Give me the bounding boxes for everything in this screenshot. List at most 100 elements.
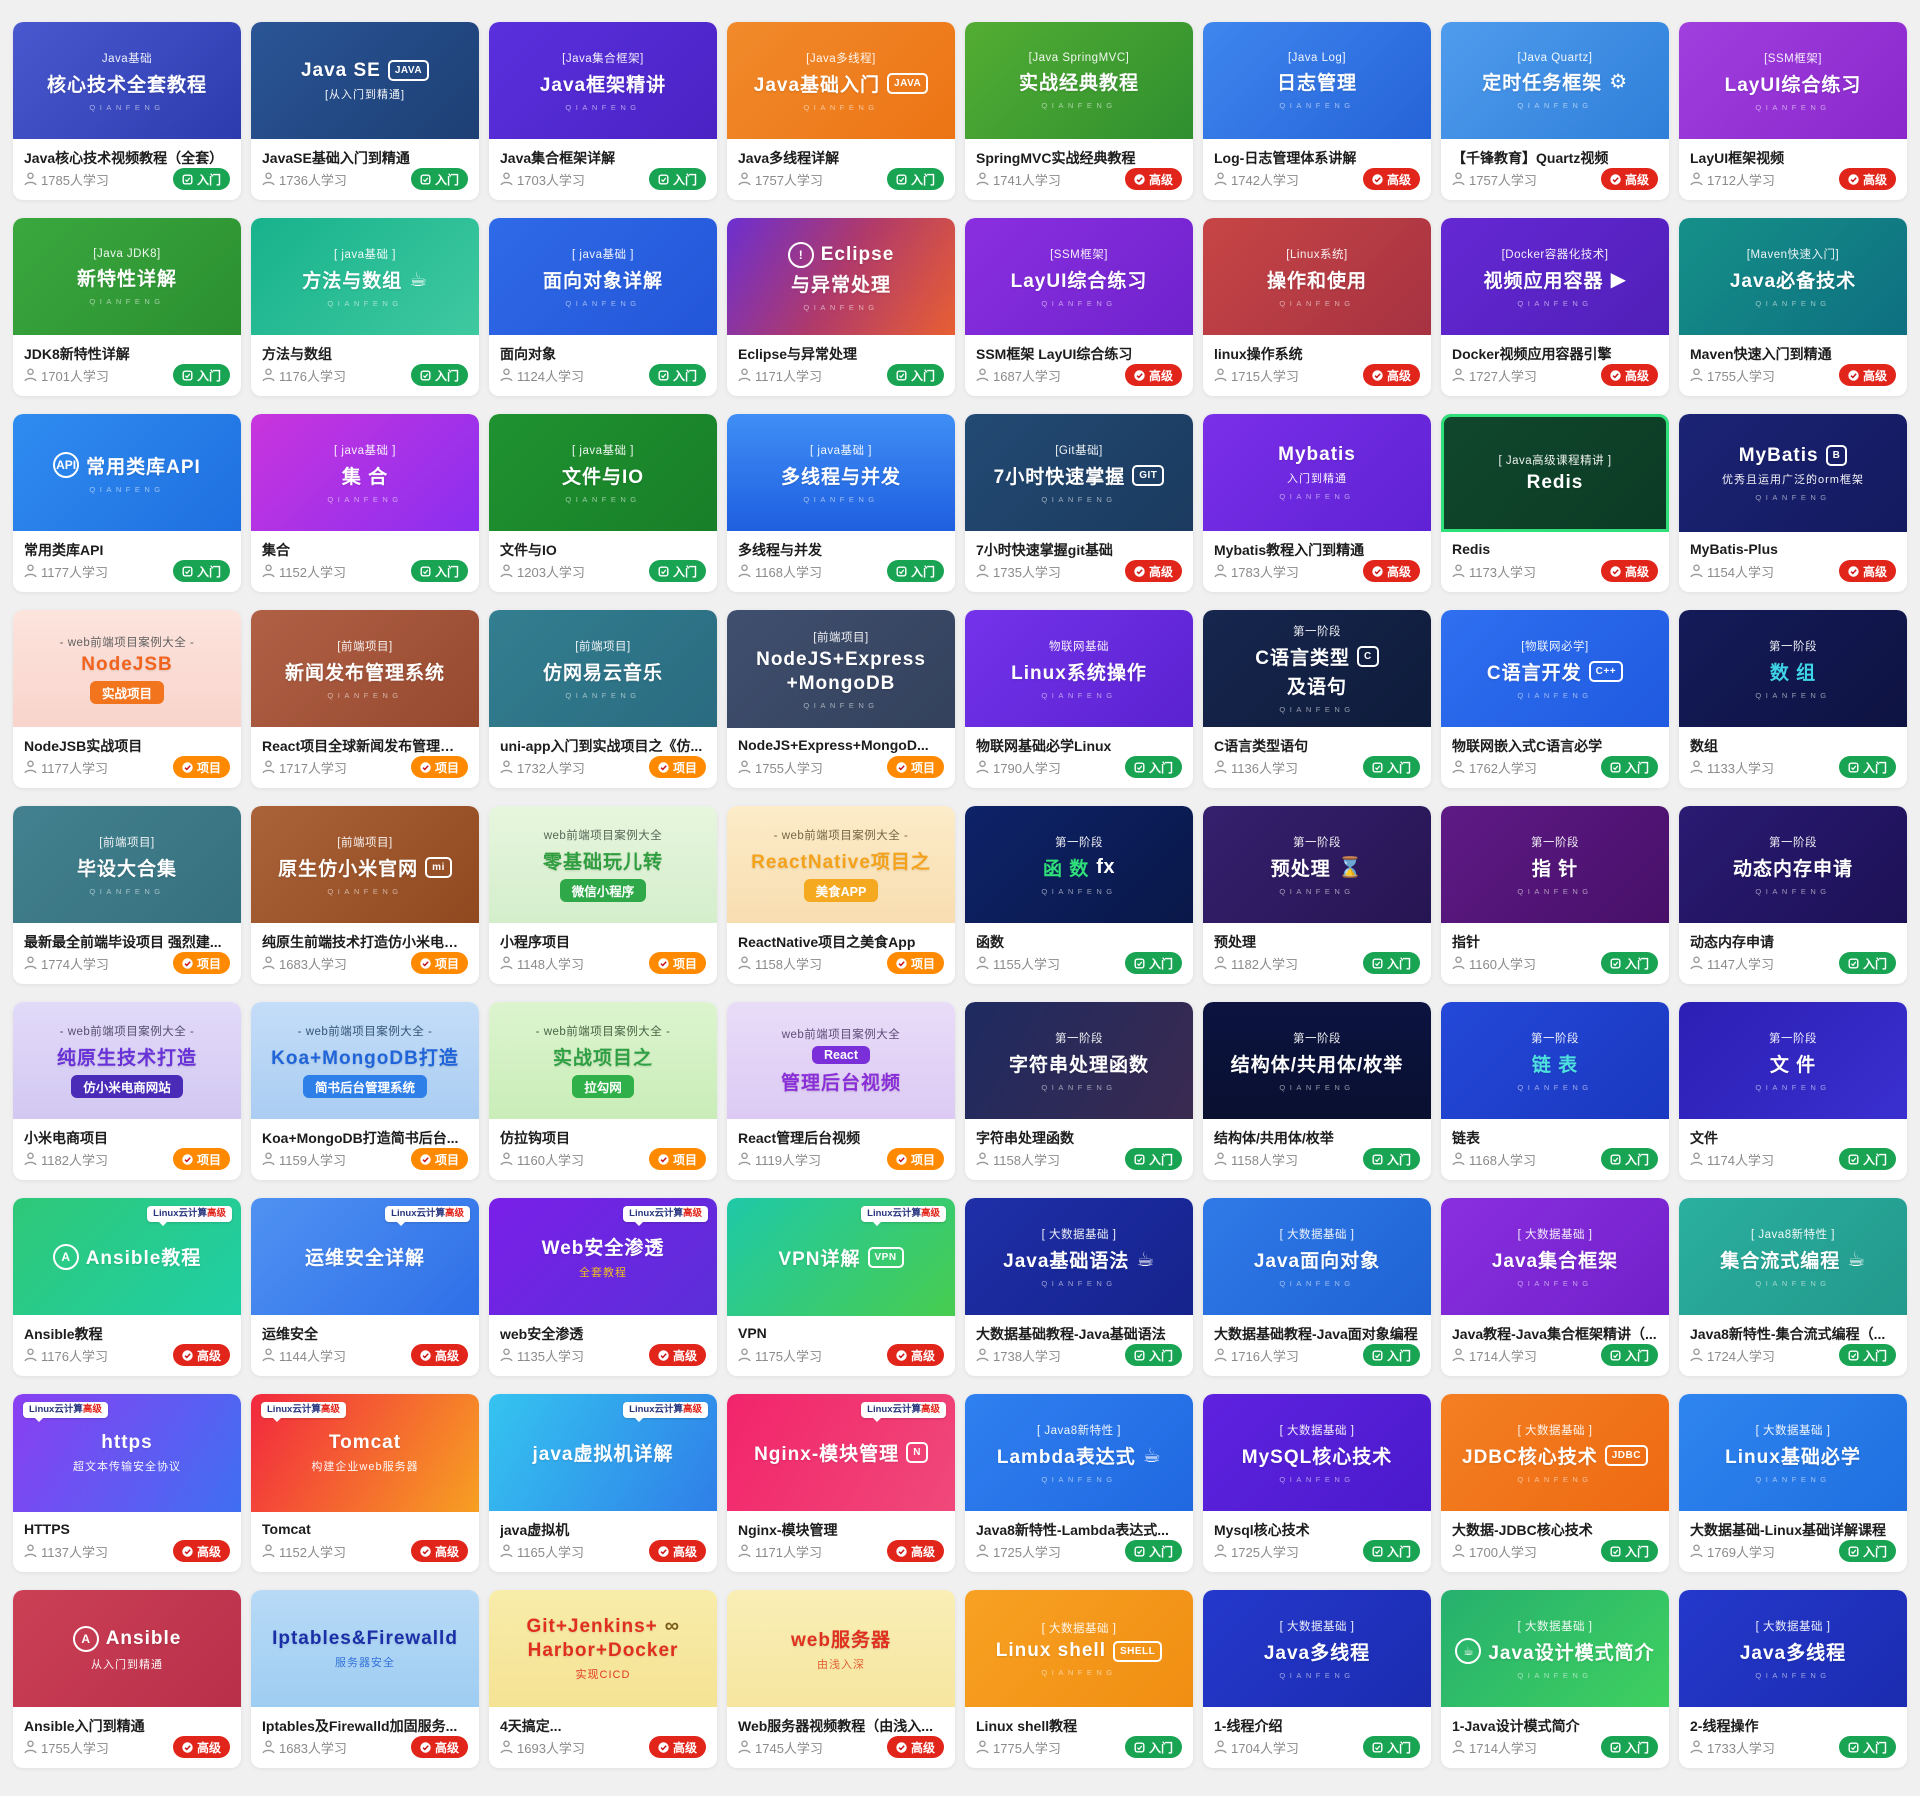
course-card[interactable]: Iptables&Firewalld 服务器安全 Iptables及Firewa… xyxy=(251,1590,479,1768)
course-card[interactable]: Linux云计算高级 A Ansible教程 Ansible教程 1176人学习 xyxy=(13,1198,241,1376)
course-card[interactable]: Mybatis 入门到精通 QIANFENG Mybatis教程入门到精通 17… xyxy=(1203,414,1431,592)
course-card[interactable]: 第一阶段 指 针 QIANFENG 指针 1160人学习 xyxy=(1441,806,1669,984)
thumbnail-title: 实战项目之 xyxy=(552,1048,653,1069)
course-title: 大数据基础教程-Java基础语法 xyxy=(976,1326,1166,1342)
course-card[interactable]: 物联网基础 Linux系统操作 QIANFENG 物联网基础必学Linux 17… xyxy=(965,610,1193,788)
thumbnail-title: 文 件 xyxy=(1769,1054,1817,1076)
course-card[interactable]: [前端项目] NodeJS+Express +MongoDB QIANFENG … xyxy=(727,610,955,788)
course-card[interactable]: [前端项目] 新闻发布管理系统 QIANFENG React项目全球新闻发布管理… xyxy=(251,610,479,788)
course-card[interactable]: [ 大数据基础 ] Java多线程 QIANFENG 2-线程操作 1733人学… xyxy=(1679,1590,1907,1768)
user-icon xyxy=(1452,760,1465,774)
user-icon xyxy=(1452,1740,1465,1754)
course-card[interactable]: [ 大数据基础 ] Linux shell SHELL QIANFENG Lin… xyxy=(965,1590,1193,1768)
level-badge: 入门 xyxy=(1124,1736,1182,1758)
course-card[interactable]: 第一阶段 预处理 ⌛ QIANFENG 预处理 1182人学习 xyxy=(1203,806,1431,984)
thumbnail-pill: 简书后台管理系统 xyxy=(302,1075,427,1098)
course-card[interactable]: 第一阶段 结构体/共用体/枚举 QIANFENG 结构体/共用体/枚举 1158… xyxy=(1203,1002,1431,1180)
course-card[interactable]: 第一阶段 字符串处理函数 QIANFENG 字符串处理函数 1158人学习 xyxy=(965,1002,1193,1180)
course-card[interactable]: [Java Log] 日志管理 QIANFENG Log-日志管理体系讲解 17… xyxy=(1203,22,1431,200)
course-card[interactable]: [ 大数据基础 ] Java面向对象 QIANFENG 大数据基础教程-Java… xyxy=(1203,1198,1431,1376)
course-card[interactable]: - web前端项目案例大全 - NodeJSB 实战项目 NodeJSB实战项目… xyxy=(13,610,241,788)
course-card[interactable]: - web前端项目案例大全 - 实战项目之 拉勾网 仿拉钩项目 1160人学习 xyxy=(489,1002,717,1180)
course-card[interactable]: Linux云计算高级 https 超文本传输安全协议 HTTPS 1137人学习 xyxy=(13,1394,241,1572)
course-thumbnail: Java基础 核心技术全套教程 QIANFENG xyxy=(13,22,241,139)
course-card[interactable]: [ java基础 ] 集 合 QIANFENG 集合 1152人学习 xyxy=(251,414,479,592)
course-card[interactable]: [ 大数据基础 ] MySQL核心技术 QIANFENG Mysql核心技术 1… xyxy=(1203,1394,1431,1572)
course-card[interactable]: [ 大数据基础 ] JDBC核心技术 JDBC QIANFENG 大数据-JDB… xyxy=(1441,1394,1669,1572)
course-card[interactable]: [Java JDK8] 新特性详解 QIANFENG JDK8新特性详解 170… xyxy=(13,218,241,396)
course-meta: 1203人学习 入门 xyxy=(500,560,706,582)
course-card[interactable]: [ java基础 ] 面向对象详解 QIANFENG 面向对象 1124人学习 xyxy=(489,218,717,396)
thumbnail-box-icon: JDBC xyxy=(1604,1444,1648,1466)
course-card[interactable]: [Java集合框架] Java框架精讲 QIANFENG Java集合框架详解 … xyxy=(489,22,717,200)
course-card[interactable]: [前端项目] 仿网易云音乐 QIANFENG uni-app入门到实战项目之《仿… xyxy=(489,610,717,788)
seal-check-icon xyxy=(420,761,431,773)
course-card[interactable]: [ 大数据基础 ] Linux基础必学 QIANFENG 大数据基础-Linux… xyxy=(1679,1394,1907,1572)
course-card[interactable]: 第一阶段 函 数 fx QIANFENG 函数 1155人学习 xyxy=(965,806,1193,984)
course-title: 大数据-JDBC核心技术 xyxy=(1452,1522,1593,1538)
book-icon xyxy=(1610,762,1621,773)
course-card[interactable]: [前端项目] 毕设大合集 QIANFENG 最新最全前端毕设项目 强烈建... … xyxy=(13,806,241,984)
level-badge-label: 入门 xyxy=(1386,760,1411,775)
course-meta: 1158人学习 入门 xyxy=(976,1148,1182,1170)
course-thumbnail: [ java基础 ] 集 合 QIANFENG xyxy=(251,414,479,531)
course-card[interactable]: [Java Quartz] 定时任务框架 ⚙ QIANFENG 【千锋教育】Qu… xyxy=(1441,22,1669,200)
course-card[interactable]: Git+Jenkins+ ∞ Harbor+Docker 实现CICD 4天搞定… xyxy=(489,1590,717,1768)
course-card[interactable]: Linux云计算高级 Tomcat 构建企业web服务器 Tomcat 1152… xyxy=(251,1394,479,1572)
course-card[interactable]: [Git基础] 7小时快速掌握 GIT QIANFENG 7小时快速掌握git基… xyxy=(965,414,1193,592)
course-card[interactable]: 第一阶段 动态内存申请 QIANFENG 动态内存申请 1147人学习 xyxy=(1679,806,1907,984)
course-info: 方法与数组 1176人学习 入门 xyxy=(251,335,479,396)
course-card[interactable]: [Maven快速入门] Java必备技术 QIANFENG Maven快速入门到… xyxy=(1679,218,1907,396)
course-card[interactable]: [Docker容器化技术] 视频应用容器 ▶ QIANFENG Docker视频… xyxy=(1441,218,1669,396)
level-badge: 入门 xyxy=(1600,1148,1658,1170)
course-card[interactable]: [ java基础 ] 文件与IO QIANFENG 文件与IO 1203人学习 xyxy=(489,414,717,592)
course-card[interactable]: Linux云计算高级 VPN详解 VPN VPN 1175人学习 xyxy=(727,1198,955,1376)
qianfeng-watermark: QIANFENG xyxy=(89,296,165,306)
course-card[interactable]: [ 大数据基础 ] Java集合框架 QIANFENG Java教程-Java集… xyxy=(1441,1198,1669,1376)
course-card[interactable]: Linux云计算高级 运维安全详解 运维安全 1144人学习 xyxy=(251,1198,479,1376)
course-card[interactable]: web前端项目案例大全 零基础玩儿转 微信小程序 小程序项目 1148人学习 xyxy=(489,806,717,984)
course-card[interactable]: [ Java8新特性 ] Lambda表达式 ☕ QIANFENG Java8新… xyxy=(965,1394,1193,1572)
user-icon xyxy=(1690,1152,1703,1166)
course-info: 预处理 1182人学习 入门 xyxy=(1203,923,1431,984)
course-card[interactable]: MyBatis B 优秀且运用广泛的orm框架 QIANFENG MyBatis… xyxy=(1679,414,1907,592)
course-card[interactable]: [Java SpringMVC] 实战经典教程 QIANFENG SpringM… xyxy=(965,22,1193,200)
course-card[interactable]: 第一阶段 数 组 QIANFENG 数组 1133人学习 xyxy=(1679,610,1907,788)
course-card[interactable]: [ 大数据基础 ] Java基础语法 ☕ QIANFENG 大数据基础教程-Ja… xyxy=(965,1198,1193,1376)
course-card[interactable]: Linux云计算高级 java虚拟机详解 java虚拟机 1165人学习 xyxy=(489,1394,717,1572)
course-card[interactable]: [ 大数据基础 ] ☕ Java设计模式简介 QIANFENG 1-Java设计… xyxy=(1441,1590,1669,1768)
course-card[interactable]: - web前端项目案例大全 - 纯原生技术打造 仿小米电商网站 小米电商项目 1… xyxy=(13,1002,241,1180)
course-card[interactable]: web服务器 由浅入深 Web服务器视频教程（由浅入... 1745人学习 高级 xyxy=(727,1590,955,1768)
learner-count: 1154人学习 xyxy=(1690,562,1774,581)
course-card[interactable]: web前端项目案例大全 React 管理后台视频 React管理后台视频 111… xyxy=(727,1002,955,1180)
learner-count: 1785人学习 xyxy=(24,170,109,189)
course-card[interactable]: Java SE JAVA [从入门到精通] JavaSE基础入门到精通 1736… xyxy=(251,22,479,200)
book-icon xyxy=(1134,1742,1145,1753)
course-card[interactable]: 第一阶段 文 件 QIANFENG 文件 1174人学习 xyxy=(1679,1002,1907,1180)
thumbnail-tag: [Maven快速入门] xyxy=(1746,248,1840,261)
course-card[interactable]: [Java多线程] Java基础入门 JAVA QIANFENG Java多线程… xyxy=(727,22,955,200)
course-card[interactable]: [Linux系统] 操作和使用 QIANFENG linux操作系统 1715人… xyxy=(1203,218,1431,396)
course-card[interactable]: Linux云计算高级 Nginx-模块管理 N Nginx-模块管理 1171人… xyxy=(727,1394,955,1572)
course-card[interactable]: Java基础 核心技术全套教程 QIANFENG Java核心技术视频教程（全套… xyxy=(13,22,241,200)
course-card[interactable]: [SSM框架] LayUI综合练习 QIANFENG LayUI框架视频 171… xyxy=(1679,22,1907,200)
course-card[interactable]: [ 大数据基础 ] Java多线程 QIANFENG 1-线程介绍 1704人学… xyxy=(1203,1590,1431,1768)
course-card[interactable]: [SSM框架] LayUI综合练习 QIANFENG SSM框架 LayUI综合… xyxy=(965,218,1193,396)
course-card[interactable]: [ java基础 ] 多线程与并发 QIANFENG 多线程与并发 1168人学… xyxy=(727,414,955,592)
course-card[interactable]: - web前端项目案例大全 - Koa+MongoDB打造 简书后台管理系统 K… xyxy=(251,1002,479,1180)
course-card[interactable]: [物联网必学] C语言开发 C++ QIANFENG 物联网嵌入式C语言必学 1… xyxy=(1441,610,1669,788)
learner-count: 1769人学习 xyxy=(1690,1542,1775,1561)
course-card[interactable]: [ Java8新特性 ] 集合流式编程 ☕ QIANFENG Java8新特性-… xyxy=(1679,1198,1907,1376)
course-card[interactable]: ! Eclipse 与异常处理 QIANFENG Eclipse与异常处理 11… xyxy=(727,218,955,396)
course-card[interactable]: [ java基础 ] 方法与数组 ☕ QIANFENG 方法与数组 1176人学… xyxy=(251,218,479,396)
course-card[interactable]: [ Java高级课程精讲 ] Redis Redis 1173人学习 xyxy=(1441,414,1669,592)
course-card[interactable]: Linux云计算高级 Web安全渗透 全套教程 web安全渗透 1135人学习 xyxy=(489,1198,717,1376)
course-card[interactable]: [前端项目] 原生仿小米官网 mi QIANFENG 纯原生前端技术打造仿小米电… xyxy=(251,806,479,984)
course-card[interactable]: 第一阶段 C语言类型 C 及语句 QIANFENG C语言类型语句 1136人学… xyxy=(1203,610,1431,788)
course-card[interactable]: A Ansible 从入门到精通 Ansible入门到精通 1755人学习 高级 xyxy=(13,1590,241,1768)
thumbnail-main-row: 集合流式编程 ☕ xyxy=(1720,1246,1865,1273)
course-card[interactable]: 第一阶段 链 表 QIANFENG 链表 1168人学习 xyxy=(1441,1002,1669,1180)
course-card[interactable]: - web前端项目案例大全 - ReactNative项目之 美食APP Rea… xyxy=(727,806,955,984)
course-meta: 1704人学习 入门 xyxy=(1214,1736,1420,1758)
course-card[interactable]: API 常用类库API QIANFENG 常用类库API 1177人学习 入门 xyxy=(13,414,241,592)
